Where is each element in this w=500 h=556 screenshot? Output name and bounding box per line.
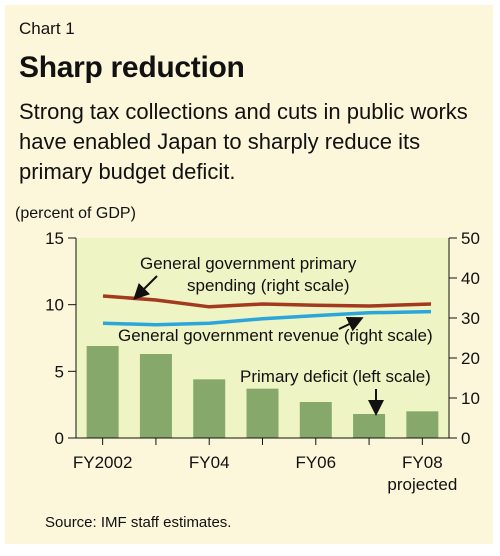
right-tick-label: 30	[461, 309, 480, 328]
right-tick-label: 20	[461, 349, 480, 368]
x-sublabel: projected	[387, 475, 457, 494]
x-tick-label: FY04	[189, 453, 230, 472]
right-tick-label: 0	[461, 429, 470, 448]
primary-deficit-bar	[406, 411, 439, 438]
x-tick-label: FY08	[402, 453, 443, 472]
x-tick-label: FY2002	[73, 453, 133, 472]
spending-annotation-line1: General government primary	[140, 254, 357, 273]
right-tick-label: 40	[461, 269, 480, 288]
right-tick-label: 10	[461, 389, 480, 408]
left-tick-label: 5	[55, 362, 64, 381]
right-tick-label: 50	[461, 229, 480, 248]
revenue-arrow	[338, 316, 364, 332]
primary-deficit-bar	[353, 414, 386, 438]
left-tick-label: 10	[45, 296, 64, 315]
combo-chart: 0 5 10 15 0 10 20 30 40 50 FY2002 FY04 FY06 FY08 proje…	[45, 229, 480, 494]
x-tick-label: FY06	[295, 453, 336, 472]
chart-subtitle: Strong tax collections and cuts in publi…	[19, 99, 468, 184]
source-note: Source: IMF staff estimates.	[45, 514, 232, 531]
primary-deficit-bar	[193, 379, 226, 438]
primary-deficit-bar	[246, 388, 279, 438]
deficit-annotation: Primary deficit (left scale)	[240, 367, 431, 386]
primary-deficit-bar	[139, 354, 172, 438]
chart-title: Sharp reduction	[19, 51, 245, 84]
unit-label: (percent of GDP)	[15, 205, 136, 222]
spending-line	[102, 294, 432, 309]
spending-arrow	[133, 275, 158, 300]
revenue-line	[102, 309, 432, 327]
primary-deficit-bar	[86, 346, 119, 438]
revenue-annotation: General government revenue (right scale)	[118, 326, 433, 345]
chart-number: Chart 1	[19, 19, 75, 38]
left-tick-label: 0	[55, 429, 64, 448]
left-tick-label: 15	[45, 229, 64, 248]
primary-deficit-bar	[299, 402, 332, 438]
chart-frame: Chart 1 Sharp reduction Strong tax colle…	[5, 5, 493, 544]
spending-annotation-line2: spending (right scale)	[187, 276, 350, 295]
